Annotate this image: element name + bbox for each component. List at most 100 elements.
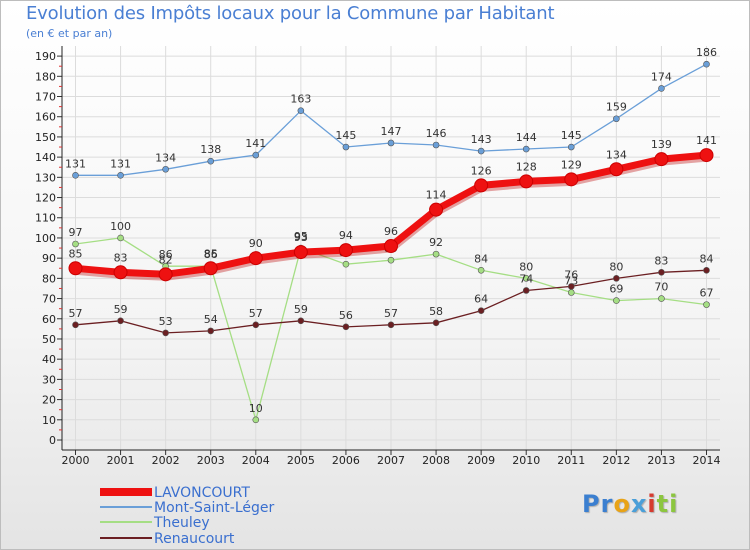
- data-point-lavoncourt: [113, 265, 128, 280]
- proxiti-logo: Proxiti: [582, 490, 678, 518]
- data-point-theuley: [342, 260, 350, 268]
- data-label-mont-saint-l-ger: 145: [335, 129, 356, 142]
- chart-title: Evolution des Impôts locaux pour la Comm…: [26, 3, 555, 24]
- y-tick-label: 150: [35, 131, 56, 144]
- x-tick-label: 2001: [107, 454, 135, 467]
- y-tick-label: 10: [42, 414, 56, 427]
- data-label-lavoncourt: 129: [561, 158, 582, 171]
- y-tick-label: 60: [42, 313, 56, 326]
- data-point-lavoncourt: [654, 152, 669, 167]
- legend-label-theuley: Theuley: [153, 515, 210, 531]
- data-label-renaucourt: 80: [609, 260, 623, 273]
- x-tick-label: 2004: [242, 454, 270, 467]
- data-point-renaucourt: [387, 321, 395, 329]
- legend-label-renaucourt: Renaucourt: [154, 531, 235, 547]
- data-point-renaucourt: [252, 321, 260, 329]
- logo-letters: Pr: [582, 490, 614, 518]
- data-point-mont-saint-l-ger: [297, 107, 305, 114]
- data-point-lavoncourt: [68, 261, 83, 276]
- data-point-theuley: [117, 234, 124, 242]
- data-point-theuley: [477, 266, 485, 274]
- data-label-mont-saint-l-ger: 163: [290, 93, 311, 106]
- data-point-mont-saint-l-ger: [207, 157, 215, 165]
- data-label-mont-saint-l-ger: 138: [200, 143, 221, 156]
- data-point-renaucourt: [477, 307, 485, 314]
- data-label-lavoncourt: 90: [249, 237, 263, 250]
- x-tick-label: 2012: [602, 454, 630, 467]
- data-label-theuley: 86: [159, 248, 173, 261]
- y-tick-label: 90: [42, 252, 56, 265]
- x-tick-label: 2002: [152, 454, 180, 467]
- y-tick-label: 70: [42, 293, 56, 306]
- data-point-lavoncourt: [519, 174, 534, 189]
- data-label-renaucourt: 76: [564, 268, 578, 281]
- data-point-renaucourt: [162, 329, 169, 337]
- data-label-renaucourt: 84: [700, 252, 714, 265]
- data-label-lavoncourt: 82: [159, 253, 173, 266]
- y-tick-label: 30: [42, 373, 56, 386]
- data-point-mont-saint-l-ger: [387, 139, 395, 147]
- y-tick-label: 180: [35, 70, 56, 83]
- data-point-lavoncourt: [699, 148, 714, 163]
- data-point-theuley: [432, 250, 440, 258]
- data-point-renaucourt: [207, 327, 215, 335]
- y-tick-label: 170: [35, 91, 56, 104]
- data-point-mont-saint-l-ger: [162, 165, 169, 173]
- data-label-theuley: 100: [110, 220, 131, 233]
- data-label-mont-saint-l-ger: 144: [516, 131, 537, 144]
- data-label-lavoncourt: 114: [426, 189, 447, 202]
- data-label-lavoncourt: 141: [696, 134, 717, 147]
- data-label-theuley: 67: [700, 287, 714, 300]
- data-label-lavoncourt: 94: [339, 229, 353, 242]
- data-label-theuley: 69: [609, 283, 623, 296]
- data-label-mont-saint-l-ger: 186: [696, 46, 717, 59]
- logo-letters: ti: [656, 490, 679, 518]
- data-label-renaucourt: 57: [384, 307, 398, 320]
- data-point-lavoncourt: [293, 245, 308, 260]
- data-point-theuley: [72, 240, 79, 248]
- data-label-lavoncourt: 85: [69, 247, 83, 260]
- data-point-renaucourt: [613, 275, 620, 282]
- data-label-renaucourt: 58: [429, 305, 443, 318]
- data-point-renaucourt: [117, 317, 124, 325]
- data-point-mont-saint-l-ger: [432, 141, 440, 149]
- data-label-lavoncourt: 83: [114, 251, 128, 264]
- data-point-lavoncourt: [203, 261, 218, 276]
- data-point-lavoncourt: [429, 202, 444, 217]
- data-label-theuley: 73: [564, 275, 578, 288]
- data-label-renaucourt: 56: [339, 309, 353, 322]
- y-tick-label: 0: [49, 434, 56, 447]
- data-point-renaucourt: [297, 317, 305, 325]
- x-tick-label: 2005: [287, 454, 315, 467]
- data-label-lavoncourt: 126: [471, 164, 492, 177]
- data-label-mont-saint-l-ger: 145: [561, 129, 582, 142]
- legend-label-mont-saint-l-ger: Mont-Saint-Léger: [154, 500, 274, 516]
- data-point-lavoncourt: [384, 239, 398, 254]
- data-point-theuley: [522, 275, 530, 282]
- data-point-mont-saint-l-ger: [252, 151, 260, 159]
- x-tick-label: 2011: [557, 454, 585, 467]
- data-point-renaucourt: [342, 323, 350, 331]
- data-point-theuley: [567, 289, 575, 296]
- data-label-theuley: 80: [519, 260, 533, 273]
- data-point-theuley: [703, 301, 710, 308]
- x-tick-label: 2010: [512, 454, 540, 467]
- x-tick-label: 2014: [693, 454, 721, 467]
- data-label-mont-saint-l-ger: 174: [651, 70, 672, 83]
- data-label-mont-saint-l-ger: 147: [381, 125, 402, 138]
- data-label-lavoncourt: 134: [606, 148, 627, 161]
- data-point-theuley: [613, 297, 620, 304]
- data-label-lavoncourt: 96: [384, 225, 398, 238]
- data-label-renaucourt: 54: [204, 313, 218, 326]
- chart-subtitle: (en € et par an): [26, 27, 113, 40]
- data-label-renaucourt: 53: [159, 315, 173, 328]
- data-point-mont-saint-l-ger: [658, 85, 665, 92]
- data-label-theuley: 84: [474, 252, 488, 265]
- data-label-mont-saint-l-ger: 143: [471, 133, 492, 146]
- y-tick-label: 50: [42, 333, 56, 346]
- data-point-theuley: [387, 256, 395, 264]
- x-tick-label: 2006: [332, 454, 360, 467]
- data-point-lavoncourt: [248, 251, 263, 266]
- data-label-mont-saint-l-ger: 159: [606, 101, 627, 114]
- data-point-theuley: [252, 416, 260, 424]
